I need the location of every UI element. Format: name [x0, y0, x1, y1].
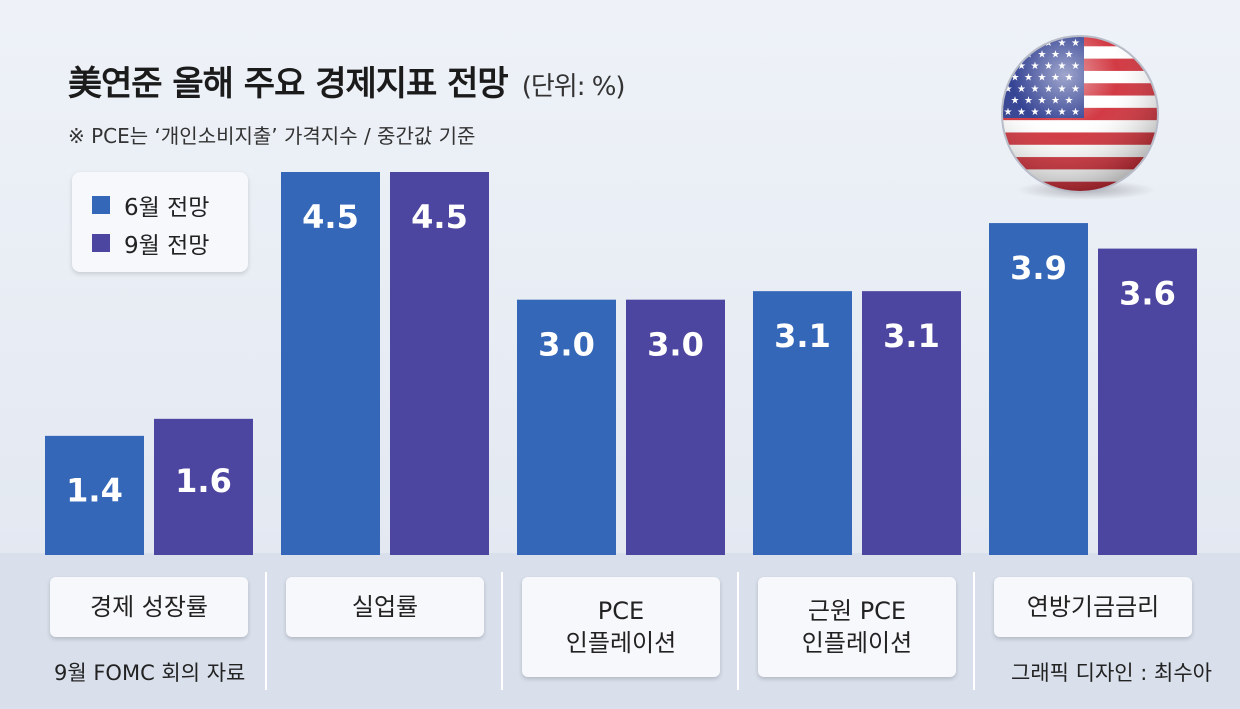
chart-title-text: 美연준 올해 주요 경제지표 전망: [68, 64, 509, 104]
bar-september-4: [1098, 248, 1197, 555]
unit-label: (단위: %): [521, 72, 626, 102]
bar-label-june-1: 4.5: [302, 198, 359, 236]
bar-june-3: [753, 291, 852, 555]
bar-june-0: [45, 435, 144, 555]
legend: 6월 전망 9월 전망: [72, 172, 248, 272]
bar-september-1: [390, 172, 489, 555]
bar-label-june-2: 3.0: [538, 326, 595, 364]
bar-label-june-4: 3.9: [1010, 249, 1067, 287]
category-label-0: 경제 성장률: [50, 577, 248, 637]
legend-swatch-june: [92, 196, 110, 214]
us-flag-icon: ★★★★★★★★★★★★★★★★★★★★★★★★★★★★★★★★★★★★★★★: [1001, 35, 1159, 200]
legend-item-september: 9월 전망: [92, 228, 210, 259]
bar-label-september-2: 3.0: [647, 326, 704, 364]
legend-swatch-september: [92, 234, 110, 252]
bar-june-1: [281, 172, 380, 555]
bar-label-september-1: 4.5: [411, 198, 468, 236]
bar-label-september-3: 3.1: [883, 317, 940, 355]
category-label-1: 실업률: [286, 577, 484, 637]
bar-september-2: [626, 299, 725, 555]
bar-september-0: [154, 418, 253, 555]
source-note: 9월 FOMC 회의 자료: [54, 661, 246, 685]
legend-label-september: 9월 전망: [124, 233, 210, 259]
chart-note: ※ PCE는 ‘개인소비지출’ 가격지수 / 중간값 기준: [68, 124, 476, 148]
chart-title: 美연준 올해 주요 경제지표 전망 (단위: %): [68, 56, 626, 105]
graphic-credit: 그래픽 디자인 : 최수아: [1011, 661, 1212, 685]
bar-label-june-3: 3.1: [774, 317, 831, 355]
bar-june-4: [989, 223, 1088, 556]
category-label-3: 근원 PCE 인플레이션: [758, 577, 956, 677]
category-label-2: PCE 인플레이션: [522, 577, 720, 677]
bar-september-3: [862, 291, 961, 555]
bar-label-september-4: 3.6: [1119, 275, 1176, 313]
bar-label-september-0: 1.6: [175, 462, 232, 500]
bar-june-2: [517, 299, 616, 555]
legend-item-june: 6월 전망: [92, 190, 210, 221]
bar-label-june-0: 1.4: [66, 471, 123, 509]
category-label-4: 연방기금금리: [994, 577, 1192, 637]
legend-label-june: 6월 전망: [124, 195, 210, 221]
